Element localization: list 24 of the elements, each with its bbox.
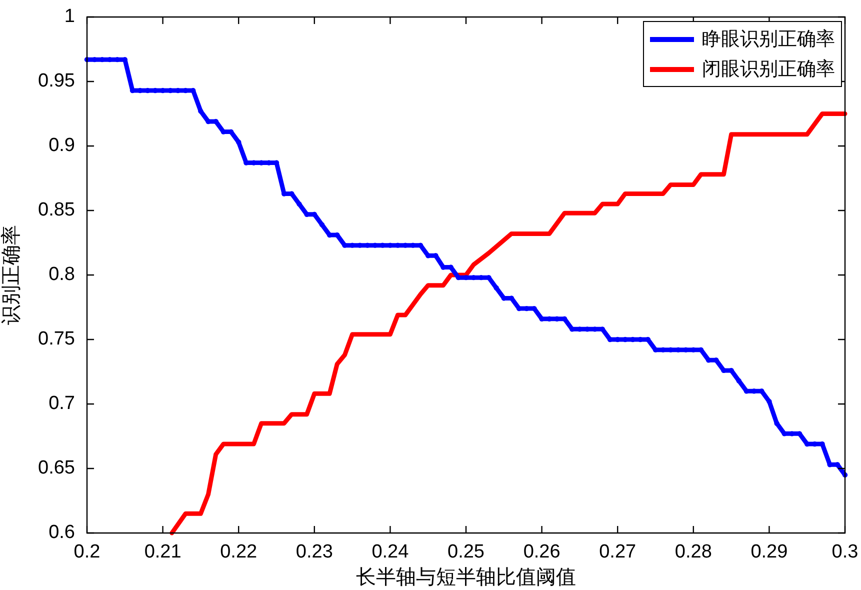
x-tick-label: 0.22 <box>220 542 258 563</box>
y-axis-title: 识别正确率 <box>0 225 22 325</box>
y-tick-label: 0.9 <box>48 135 75 156</box>
x-tick-label: 0.23 <box>296 542 333 563</box>
y-tick-label: 0.85 <box>38 200 75 221</box>
x-tick-label: 0.2 <box>74 542 100 563</box>
x-tick-label: 0.3 <box>832 542 858 563</box>
y-tick-label: 0.65 <box>38 458 75 479</box>
y-tick-label: 0.95 <box>38 70 75 92</box>
y-tick-label: 0.75 <box>38 328 75 350</box>
x-tick-label: 0.21 <box>144 542 182 563</box>
x-axis-title: 长半轴与短半轴比值阈值 <box>356 566 576 588</box>
y-tick-label: 0.8 <box>48 264 75 286</box>
x-tick-label: 0.27 <box>599 542 636 563</box>
x-tick-label: 0.29 <box>750 542 788 563</box>
legend-label: 睁眼识别正确率 <box>702 28 835 52</box>
y-tick-label: 0.7 <box>48 393 75 414</box>
legend-label: 闭眼识别正确率 <box>702 58 835 82</box>
y-tick-label: 1 <box>64 6 75 28</box>
x-tick-label: 0.24 <box>372 542 410 563</box>
x-tick-label: 0.28 <box>674 542 712 563</box>
x-tick-label: 0.26 <box>523 542 560 563</box>
x-tick-label: 0.25 <box>448 542 484 563</box>
y-tick-label: 0.6 <box>48 522 75 544</box>
